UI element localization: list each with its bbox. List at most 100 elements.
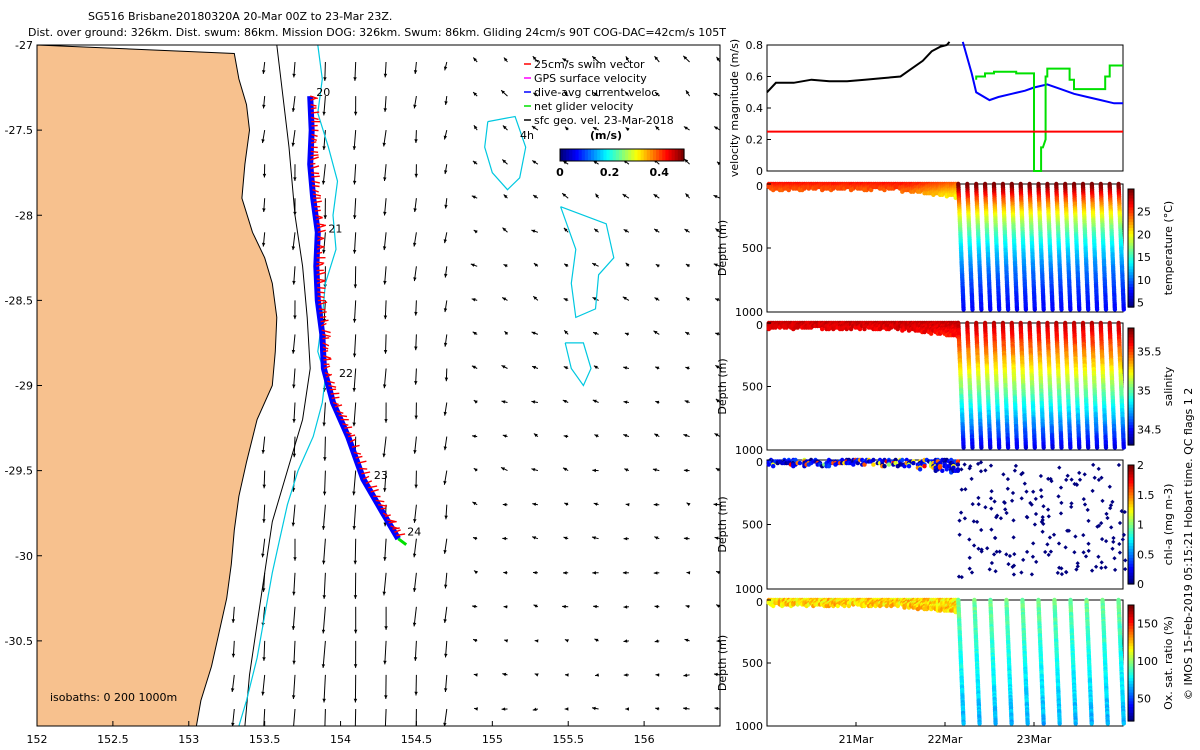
velocity-arrowhead xyxy=(564,707,569,711)
velocity-vector xyxy=(323,538,326,565)
data-point xyxy=(1121,307,1127,312)
section-colorbar-tick-label: 35.5 xyxy=(1137,345,1162,358)
section-colorbar-segment xyxy=(1128,224,1134,228)
velocity-arrowhead xyxy=(322,111,326,116)
velocity-arrowhead xyxy=(502,536,506,541)
swim-vector xyxy=(316,271,326,276)
swim-vector xyxy=(316,261,325,264)
velocity-arrowhead xyxy=(470,263,475,267)
velocity-arrowhead xyxy=(472,331,477,336)
data-point xyxy=(1050,307,1055,312)
data-point xyxy=(1014,307,1020,312)
velocity-arrowhead xyxy=(414,381,418,385)
velocity-arrowhead xyxy=(533,433,538,438)
swim-vector xyxy=(377,504,388,507)
velocity-arrowhead xyxy=(414,484,418,489)
velocity-arrowhead xyxy=(474,707,478,711)
swim-vector xyxy=(363,475,370,480)
section-colorbar-segment xyxy=(1128,268,1134,273)
section-colorbar-segment xyxy=(1128,239,1134,243)
data-point xyxy=(979,307,984,312)
velocity-arrowhead xyxy=(564,330,568,335)
swim-vector xyxy=(392,527,400,530)
section-colorbar-segment xyxy=(1128,465,1134,469)
map-y-tick-label: -27.5 xyxy=(5,124,33,137)
velocity-y-tick-label: 0.2 xyxy=(746,134,764,147)
section-y-tick-label: 0 xyxy=(756,319,763,332)
velocity-arrowhead xyxy=(717,161,720,166)
colorbar-segment xyxy=(606,149,611,161)
velocity-arrowhead xyxy=(353,560,357,565)
velocity-arrowhead xyxy=(382,246,387,251)
swim-vector xyxy=(313,200,322,204)
velocity-arrowhead xyxy=(472,604,476,609)
data-point xyxy=(820,326,825,332)
velocity-arrowhead xyxy=(292,280,296,285)
swim-vector xyxy=(323,358,332,361)
velocity-arrowhead xyxy=(655,92,659,96)
velocity-arrowhead xyxy=(655,264,660,268)
day-label: 20 xyxy=(316,86,330,99)
swim-vector xyxy=(315,214,323,219)
swim-vector xyxy=(347,434,356,438)
velocity-arrowhead xyxy=(473,639,478,643)
section-colorbar-segment xyxy=(1128,230,1134,234)
velocity-arrowhead xyxy=(713,195,718,199)
velocity-vector xyxy=(354,538,357,565)
velocity-arrowhead xyxy=(592,399,597,403)
velocity-arrowhead xyxy=(592,468,596,473)
velocity-arrowhead xyxy=(292,660,296,665)
swim-vector xyxy=(310,107,317,110)
velocity-arrowhead xyxy=(504,331,509,335)
colorbar-segment xyxy=(659,149,663,161)
velocity-arrowhead xyxy=(625,91,629,96)
velocity-arrowhead xyxy=(321,526,326,530)
velocity-arrowhead xyxy=(444,101,448,105)
data-point xyxy=(1041,307,1046,312)
swim-vector xyxy=(328,384,337,388)
velocity-arrowhead xyxy=(653,502,658,507)
swim-vector xyxy=(310,162,316,165)
swim-vector xyxy=(311,133,318,137)
data-point xyxy=(871,462,876,467)
map-y-tick-label: -29 xyxy=(15,380,33,393)
swim-vector xyxy=(396,533,406,537)
velocity-arrowhead xyxy=(565,126,569,131)
data-point xyxy=(1112,445,1118,450)
swim-vector xyxy=(322,346,329,350)
section-colorbar-segment xyxy=(1128,218,1134,223)
day-label: 22 xyxy=(339,367,353,380)
data-point xyxy=(1077,445,1082,450)
data-point xyxy=(1103,445,1109,450)
swim-vector xyxy=(321,329,331,334)
velocity-arrowhead xyxy=(231,653,236,658)
data-point xyxy=(1123,558,1128,563)
velocity-arrowhead xyxy=(444,584,448,589)
velocity-arrowhead xyxy=(384,419,388,423)
velocity-arrowhead xyxy=(383,211,387,216)
velocity-arrowhead xyxy=(715,298,720,302)
velocity-arrowhead xyxy=(261,553,265,558)
section-colorbar-segment xyxy=(1128,301,1134,305)
velocity-arrowhead xyxy=(564,91,568,96)
velocity-arrowhead xyxy=(413,104,417,109)
velocity-arrowhead xyxy=(413,70,418,74)
data-point xyxy=(1014,445,1020,450)
swim-vector xyxy=(322,333,331,338)
velocity-arrowhead xyxy=(562,58,567,62)
section-colorbar-segment xyxy=(1128,209,1134,214)
colorbar-segment xyxy=(572,149,577,161)
velocity-arrowhead xyxy=(683,536,688,541)
velocity-y-tick-label: 0.4 xyxy=(746,102,764,115)
velocity-arrowhead xyxy=(321,180,326,185)
velocity-arrowhead xyxy=(414,173,418,178)
section-colorbar-tick-label: 2 xyxy=(1137,459,1144,472)
colorbar-segment xyxy=(581,149,586,161)
velocity-arrowhead xyxy=(414,139,418,143)
velocity-arrowhead xyxy=(563,467,567,472)
velocity-arrowhead xyxy=(533,195,538,199)
velocity-arrowhead xyxy=(595,673,599,677)
colorbar-segment xyxy=(674,149,679,161)
velocity-arrowhead xyxy=(653,194,658,198)
